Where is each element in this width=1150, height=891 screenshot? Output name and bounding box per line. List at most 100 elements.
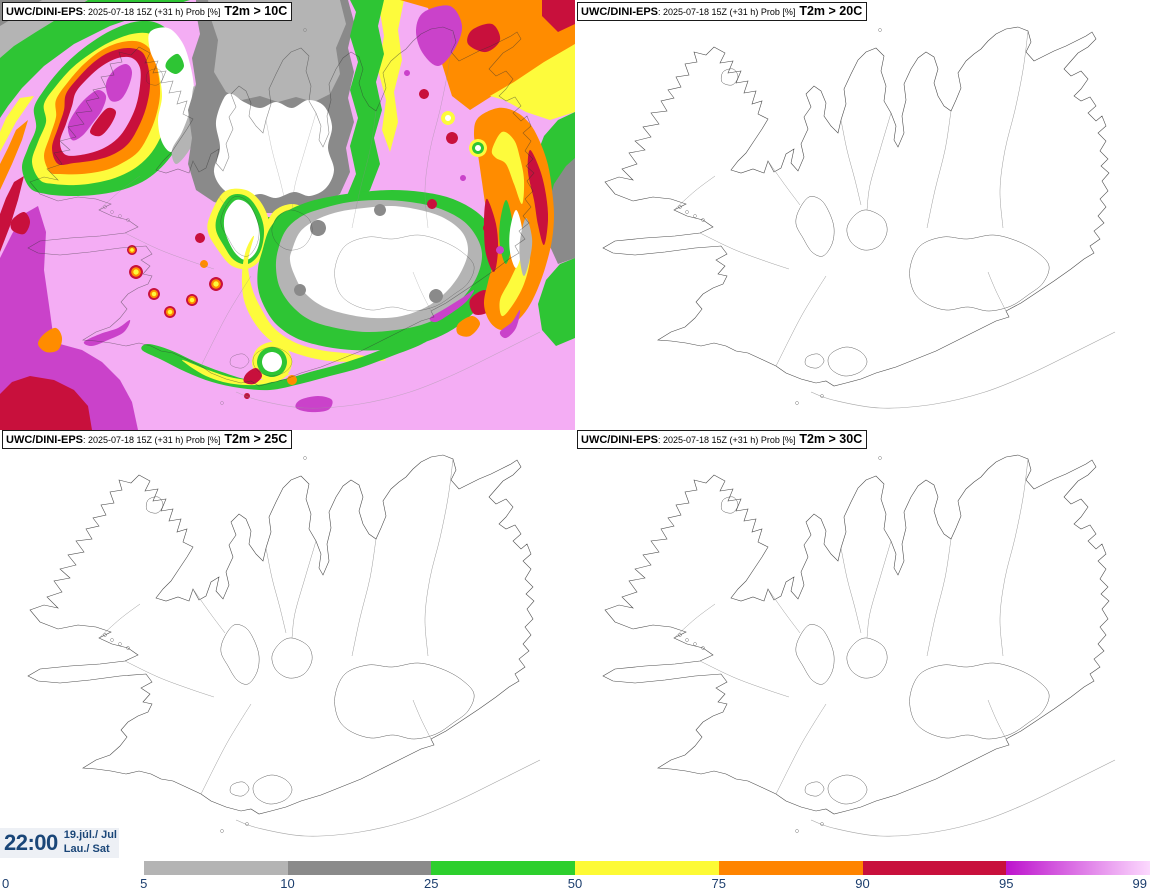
legend-tick-label-75: 75 bbox=[711, 876, 726, 891]
iceland-outline-map-20c bbox=[602, 26, 1116, 409]
map-shape bbox=[148, 27, 194, 153]
map-panel-t2m-gt-10c: UWC/DINI-EPS: 2025-07-18 15Z (+31 h) Pro… bbox=[0, 0, 575, 430]
model-name: UWC/DINI-EPS bbox=[581, 6, 658, 18]
map-shape bbox=[67, 89, 107, 141]
map-shape bbox=[378, 0, 404, 152]
map-shape bbox=[909, 234, 1050, 312]
map-shape bbox=[124, 232, 215, 270]
map-shape bbox=[846, 209, 888, 251]
map-shape bbox=[220, 196, 260, 257]
map-shape bbox=[542, 0, 575, 32]
map-shape bbox=[27, 26, 535, 387]
color-scale-bar bbox=[0, 861, 1150, 875]
map-shape bbox=[303, 28, 307, 32]
map-panel-t2m-gt-30c: UWC/DINI-EPS: 2025-07-18 15Z (+31 h) Pro… bbox=[575, 428, 1150, 858]
map-shape bbox=[200, 275, 252, 367]
map-shape bbox=[124, 660, 215, 698]
run-info: : 2025-07-18 15Z (+31 h) Prob [%] bbox=[658, 435, 796, 445]
map-shape bbox=[775, 275, 827, 367]
map-shape bbox=[456, 316, 481, 337]
map-shape bbox=[220, 401, 224, 405]
map-shape bbox=[0, 376, 92, 430]
iceland-outline-map-30c bbox=[602, 454, 1116, 837]
map-shape bbox=[602, 26, 1110, 387]
run-info: : 2025-07-18 15Z (+31 h) Prob [%] bbox=[83, 435, 221, 445]
map-shape bbox=[424, 458, 454, 657]
iceland-probability-map-10c bbox=[0, 0, 575, 430]
map-shape bbox=[126, 646, 130, 650]
map-shape bbox=[103, 633, 107, 637]
map-shape bbox=[804, 781, 825, 797]
map-shape bbox=[767, 588, 801, 634]
map-shape bbox=[374, 204, 386, 216]
map-shape bbox=[10, 211, 30, 235]
map-shape bbox=[262, 352, 282, 372]
map-shape bbox=[878, 456, 882, 460]
map-shape bbox=[701, 218, 705, 222]
map-shape bbox=[0, 120, 28, 190]
map-shape bbox=[151, 291, 157, 297]
map-shape bbox=[0, 176, 24, 252]
run-info: : 2025-07-18 15Z (+31 h) Prob [%] bbox=[658, 7, 796, 17]
probability-color-scale: 0 5 10 25 50 75 90 95 99 bbox=[0, 858, 1150, 891]
map-shape bbox=[795, 624, 835, 685]
map-shape bbox=[103, 205, 107, 209]
map-shape bbox=[271, 209, 313, 251]
map-shape bbox=[699, 660, 790, 698]
map-shape bbox=[105, 63, 133, 102]
map-shape bbox=[827, 346, 868, 377]
legend-tick-label-50: 50 bbox=[567, 876, 583, 891]
map-shape bbox=[775, 703, 827, 795]
map-shape bbox=[165, 53, 185, 75]
map-shape bbox=[767, 160, 801, 206]
legend-segment-90-95 bbox=[862, 861, 1007, 875]
model-name: UWC/DINI-EPS bbox=[581, 434, 658, 446]
map-shape bbox=[89, 107, 117, 137]
map-shape bbox=[83, 319, 131, 347]
map-shape bbox=[427, 199, 437, 209]
map-shape bbox=[220, 624, 260, 685]
panel-title-20c: UWC/DINI-EPS: 2025-07-18 15Z (+31 h) Pro… bbox=[577, 2, 868, 21]
map-shape bbox=[208, 0, 346, 102]
map-shape bbox=[499, 309, 521, 339]
map-shape bbox=[820, 822, 824, 826]
map-shape bbox=[795, 196, 835, 257]
map-shape bbox=[118, 642, 122, 646]
map-panel-t2m-gt-20c: UWC/DINI-EPS: 2025-07-18 15Z (+31 h) Pro… bbox=[575, 0, 1150, 430]
map-shape bbox=[720, 68, 739, 86]
threshold-label: T2m > 20C bbox=[799, 4, 863, 18]
map-shape bbox=[678, 205, 682, 209]
map-shape bbox=[987, 271, 1007, 312]
map-shape bbox=[195, 233, 205, 243]
map-shape bbox=[846, 637, 888, 679]
panel-title-25c: UWC/DINI-EPS: 2025-07-18 15Z (+31 h) Pro… bbox=[2, 430, 293, 449]
map-shape bbox=[720, 496, 739, 514]
map-shape bbox=[220, 829, 224, 833]
map-shape bbox=[412, 699, 432, 740]
map-shape bbox=[265, 547, 287, 634]
map-shape bbox=[509, 209, 523, 269]
map-shape bbox=[412, 271, 432, 312]
map-shape bbox=[820, 394, 824, 398]
map-shape bbox=[810, 759, 1116, 837]
map-shape bbox=[167, 309, 173, 315]
map-shape bbox=[693, 214, 697, 218]
map-shape bbox=[294, 284, 306, 296]
map-shape bbox=[0, 96, 34, 152]
map-shape bbox=[192, 588, 226, 634]
map-shape bbox=[130, 248, 134, 252]
valid-time: 22:00 bbox=[4, 830, 58, 855]
map-shape bbox=[244, 393, 250, 399]
map-shape bbox=[291, 540, 317, 639]
map-shape bbox=[310, 220, 326, 236]
map-shape bbox=[878, 28, 882, 32]
map-shape bbox=[795, 401, 799, 405]
model-name: UWC/DINI-EPS bbox=[6, 6, 83, 18]
map-shape bbox=[519, 217, 533, 277]
map-shape bbox=[98, 603, 141, 639]
legend-tick-label-99: 99 bbox=[1132, 876, 1147, 891]
map-shape bbox=[445, 115, 451, 121]
map-shape bbox=[804, 353, 825, 369]
map-shape bbox=[252, 774, 293, 805]
panel-title-30c: UWC/DINI-EPS: 2025-07-18 15Z (+31 h) Pro… bbox=[577, 430, 868, 449]
